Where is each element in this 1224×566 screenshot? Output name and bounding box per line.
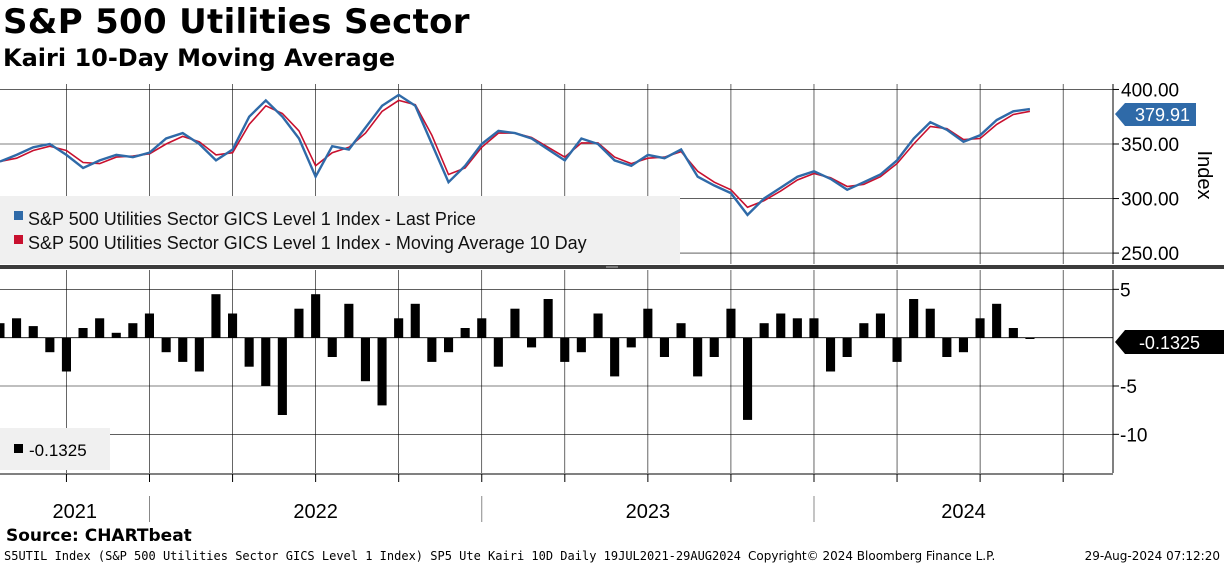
kairi-bar: [277, 337, 287, 415]
kairi-bar: [892, 337, 902, 362]
kairi-bar: [427, 337, 437, 362]
kairi-legend-swatch: [14, 444, 23, 453]
kairi-bar: [444, 337, 454, 353]
kairi-bar: [809, 318, 819, 338]
kairi-bar: [643, 308, 653, 338]
footer-timestamp: 29-Aug-2024 07:12:20: [1084, 549, 1220, 563]
source-note: Source: CHARTbeat: [6, 526, 192, 546]
kairi-bar: [178, 337, 188, 362]
legend-box: [0, 196, 680, 264]
year-label: 2023: [626, 501, 671, 523]
kairi-bar: [543, 299, 553, 338]
kairi-bar: [743, 337, 753, 420]
kairi-bar: [261, 337, 271, 386]
kairi-bar: [194, 337, 204, 372]
kairi-bar: [958, 337, 968, 353]
kairi-tick-label: -5: [1120, 377, 1137, 398]
kairi-bar: [394, 318, 404, 338]
kairi-bar: [360, 337, 370, 382]
kairi-bar: [45, 337, 55, 353]
kairi-bar: [344, 303, 354, 338]
kairi-bar: [493, 337, 503, 367]
kairi-bar: [294, 308, 304, 338]
kairi-bar: [759, 323, 769, 338]
kairi-bar: [659, 337, 669, 357]
legend-label-ma: S&P 500 Utilities Sector GICS Level 1 In…: [28, 233, 587, 253]
legend-label-price: S&P 500 Utilities Sector GICS Level 1 In…: [28, 209, 476, 229]
last-price-line: [0, 93, 1031, 217]
kairi-bar: [792, 318, 802, 338]
kairi-tick-label: -10: [1120, 425, 1147, 446]
kairi-bar: [859, 323, 869, 338]
kairi-bar: [992, 303, 1002, 338]
price-last-value: 379.91: [1135, 105, 1190, 125]
kairi-bar: [709, 337, 719, 357]
kairi-bar: [144, 313, 154, 338]
price-tick-label: 400.00: [1121, 80, 1179, 101]
price-tick-label: 250.00: [1121, 244, 1179, 265]
year-label: 2022: [293, 501, 338, 523]
chart-subtitle: Kairi 10-Day Moving Average: [3, 44, 396, 72]
kairi-bar: [1025, 337, 1035, 339]
kairi-last-value: -0.1325: [1139, 333, 1200, 353]
kairi-bar: [12, 318, 22, 338]
time-axis: 2021 2022 2023 2024: [53, 474, 1064, 523]
kairi-bar: [1008, 328, 1018, 338]
kairi-bar: [78, 328, 88, 338]
kairi-bar: [244, 337, 254, 367]
footer-copyright: Copyright© 2024 Bloomberg Finance L.P.: [748, 549, 996, 563]
footer-ticker: S5UTIL Index (S&P 500 Utilities Sector G…: [4, 549, 741, 563]
kairi-bar: [128, 323, 138, 338]
kairi-bar: [228, 313, 238, 338]
kairi-bar: [875, 313, 885, 338]
kairi-bar: [610, 337, 620, 377]
kairi-bar: [593, 313, 603, 338]
kairi-bar: [826, 337, 836, 372]
kairi-bars: [0, 294, 1035, 420]
kairi-bar: [576, 337, 586, 353]
kairi-bar: [327, 337, 337, 357]
kairi-bar: [161, 337, 171, 353]
kairi-bar: [0, 323, 5, 338]
kairi-tick-label: 5: [1120, 280, 1131, 301]
kairi-bar: [693, 337, 703, 377]
year-label: 2021: [53, 501, 98, 523]
year-label: 2024: [941, 501, 986, 523]
price-axis-ticks: 400.00 350.00 300.00 250.00: [1113, 80, 1179, 265]
kairi-bar: [776, 313, 786, 338]
kairi-bar: [560, 337, 570, 362]
kairi-bar: [311, 294, 321, 338]
kairi-bar: [510, 308, 520, 338]
kairi-last-value-tag: -0.1325: [1115, 330, 1224, 354]
kairi-bar: [676, 323, 686, 338]
kairi-bar: [377, 337, 387, 406]
kairi-bar: [211, 294, 221, 338]
kairi-bar: [527, 337, 537, 348]
kairi-grid: [0, 289, 1113, 435]
kairi-bar: [975, 318, 985, 338]
price-tick-label: 350.00: [1121, 135, 1179, 156]
kairi-axis-ticks: 5 -5 -10: [1113, 280, 1147, 446]
kairi-bar: [28, 326, 38, 338]
price-last-value-tag: 379.91: [1115, 103, 1196, 126]
kairi-bar: [477, 318, 487, 338]
price-axis-label: Index: [1193, 151, 1215, 200]
kairi-bar: [842, 337, 852, 357]
kairi-bar: [942, 337, 952, 357]
legend-swatch-ma: [14, 235, 23, 244]
kairi-bar: [726, 308, 736, 338]
kairi-bar: [61, 337, 71, 372]
kairi-bar: [925, 308, 935, 338]
price-tick-label: 300.00: [1121, 190, 1179, 211]
kairi-bar: [626, 337, 636, 348]
kairi-bar: [95, 318, 105, 338]
chart-title: S&P 500 Utilities Sector: [3, 2, 470, 42]
kairi-legend-label: -0.1325: [29, 441, 87, 460]
legend-swatch-price: [14, 211, 23, 220]
kairi-bar: [460, 328, 470, 338]
kairi-bar: [111, 332, 121, 338]
kairi-bar: [909, 299, 919, 338]
kairi-bar: [410, 303, 420, 338]
